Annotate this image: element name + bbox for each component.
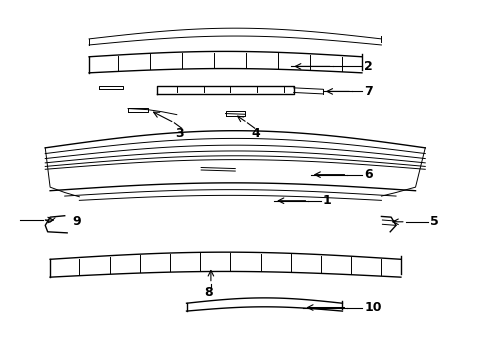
Text: 9: 9: [72, 215, 81, 228]
Text: 6: 6: [365, 168, 373, 181]
Text: 2: 2: [365, 60, 373, 73]
Text: 10: 10: [365, 301, 382, 314]
Text: 8: 8: [204, 286, 213, 299]
Text: 4: 4: [251, 127, 260, 140]
Text: 7: 7: [365, 85, 373, 98]
Text: 5: 5: [430, 215, 439, 228]
Text: 1: 1: [323, 194, 332, 207]
Text: 3: 3: [175, 127, 184, 140]
